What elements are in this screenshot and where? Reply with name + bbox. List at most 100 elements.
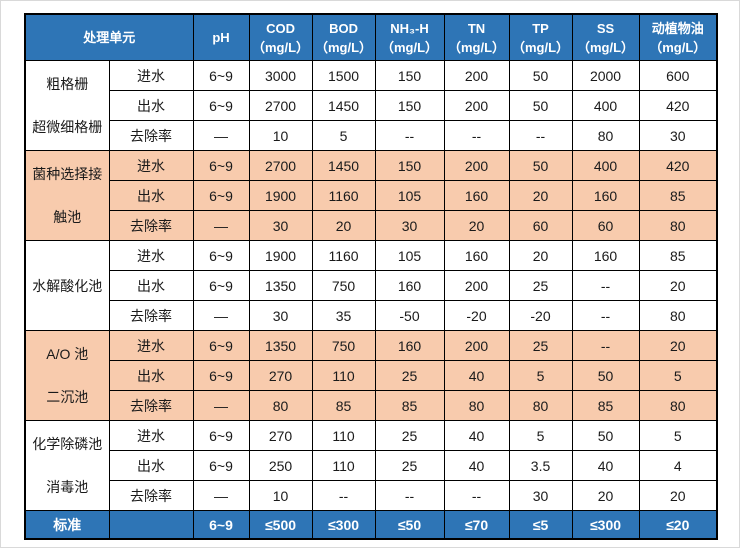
value-cell: 80: [443, 390, 510, 421]
value-cell: 1350: [248, 330, 313, 361]
value-cell: 25: [374, 360, 445, 391]
value-cell: 20: [571, 480, 640, 511]
header-ss-unit: （mg/L）: [576, 39, 635, 55]
value-cell: 20: [508, 240, 573, 271]
value-cell: 6~9: [192, 450, 250, 481]
header-nh3: NH₃-H （mg/L）: [374, 13, 445, 61]
value-cell: 25: [374, 420, 445, 451]
value-cell: -20: [443, 300, 510, 331]
value-cell: 200: [443, 90, 510, 121]
table-row: 去除率 —10 5 -- -- -- 80 30: [25, 120, 718, 151]
standard-empty-cell: [108, 510, 194, 540]
value-cell: 420: [638, 90, 718, 121]
value-cell: 20: [638, 330, 718, 361]
value-cell: 160: [571, 180, 640, 211]
unit-cell: 菌种选择接 触池: [24, 150, 110, 241]
value-cell: 160: [374, 330, 445, 361]
header-nh3-unit: （mg/L）: [380, 39, 439, 55]
value-cell: 80: [638, 300, 718, 331]
value-cell: 20: [638, 270, 718, 301]
unit-cell: A/O 池二沉池: [24, 330, 110, 421]
value-cell: 2700: [248, 90, 313, 121]
value-cell: 160: [443, 240, 510, 271]
flow-label-cell: 去除率: [108, 210, 194, 241]
unit-names: 化学除磷池 消毒池: [26, 423, 108, 508]
table-row: 去除率 —30 35 -50 -20 -20 -- 80: [25, 300, 718, 331]
value-cell: —: [192, 120, 250, 151]
value-cell: 85: [638, 240, 718, 271]
value-cell: 250: [248, 450, 313, 481]
value-cell: 1500: [311, 60, 376, 91]
value-cell: --: [311, 480, 376, 511]
value-cell: 750: [311, 330, 376, 361]
standard-row: 标准 6~9 ≤500 ≤300 ≤50 ≤70 ≤5 ≤300 ≤20: [24, 510, 718, 540]
value-cell: 6~9: [192, 60, 250, 91]
value-cell: 40: [443, 420, 510, 451]
value-cell: 6~9: [192, 420, 250, 451]
value-cell: 80: [638, 390, 718, 421]
flow-label-cell: 进水: [108, 420, 194, 451]
flow-label-cell: 进水: [108, 150, 194, 181]
value-cell: 600: [638, 60, 718, 91]
value-cell: 20: [638, 480, 718, 511]
flow-label-cell: 出水: [108, 270, 194, 301]
value-cell: 50: [508, 90, 573, 121]
value-cell: 25: [374, 450, 445, 481]
table-header: 处理单元 pH COD （mg/L） BOD （mg/L） NH₃-H （mg/…: [24, 13, 718, 61]
unit-cell: 化学除磷池 消毒池: [24, 420, 110, 511]
unit-name: 触池: [53, 208, 82, 225]
value-cell: 1350: [248, 270, 313, 301]
value-cell: 80: [508, 390, 573, 421]
header-bod-unit: （mg/L）: [314, 39, 373, 55]
value-cell: 160: [571, 240, 640, 271]
value-cell: 400: [571, 150, 640, 181]
table-row: 出水 6~9 2700 1450 150 200 50 400 420: [25, 90, 718, 121]
value-cell: 200: [443, 60, 510, 91]
unit-name: 消毒池: [46, 478, 89, 495]
standard-value-cell: ≤300: [571, 510, 640, 540]
value-cell: 200: [443, 330, 510, 361]
unit-cell: 粗格栅 超微细格栅: [24, 60, 110, 151]
value-cell: 420: [638, 150, 718, 181]
unit-name: 化学除磷池: [32, 436, 103, 453]
header-tp: TP （mg/L）: [508, 13, 573, 61]
value-cell: 85: [571, 390, 640, 421]
value-cell: 150: [374, 60, 445, 91]
value-cell: 20: [443, 210, 510, 241]
standard-label-cell: 标准: [24, 510, 110, 540]
header-oil: 动植物油 （mg/L）: [638, 13, 718, 61]
value-cell: 30: [374, 210, 445, 241]
unit-names: 菌种选择接 触池: [26, 153, 108, 238]
value-cell: 6~9: [192, 330, 250, 361]
flow-label-cell: 去除率: [108, 300, 194, 331]
value-cell: 25: [508, 330, 573, 361]
value-cell: 30: [638, 120, 718, 151]
value-cell: 270: [248, 420, 313, 451]
value-cell: —: [192, 480, 250, 511]
flow-label-cell: 进水: [108, 330, 194, 361]
value-cell: -20: [508, 300, 573, 331]
value-cell: —: [192, 300, 250, 331]
value-cell: 85: [311, 390, 376, 421]
value-cell: --: [374, 120, 445, 151]
header-tn: TN （mg/L）: [443, 13, 510, 61]
header-ss-label: SS: [596, 20, 615, 36]
flow-label-cell: 去除率: [108, 390, 194, 421]
value-cell: 80: [638, 210, 718, 241]
unit-names: 水解酸化池: [26, 243, 108, 328]
flow-label-cell: 去除率: [108, 480, 194, 511]
value-cell: 1900: [248, 180, 313, 211]
value-cell: 6~9: [192, 270, 250, 301]
table-row: 粗格栅 超微细格栅 进水 6~9 3000 1500 150 200 50 2000 600: [24, 60, 718, 151]
value-cell: 200: [443, 150, 510, 181]
value-cell: 1900: [248, 240, 313, 271]
unit-name: 水解酸化池: [32, 277, 103, 294]
value-cell: 25: [508, 270, 573, 301]
value-cell: 110: [311, 420, 376, 451]
header-tp-label: TP: [532, 20, 549, 36]
value-cell: 6~9: [192, 150, 250, 181]
value-cell: --: [443, 480, 510, 511]
value-cell: 1450: [311, 150, 376, 181]
header-oil-label: 动植物油: [651, 20, 704, 36]
